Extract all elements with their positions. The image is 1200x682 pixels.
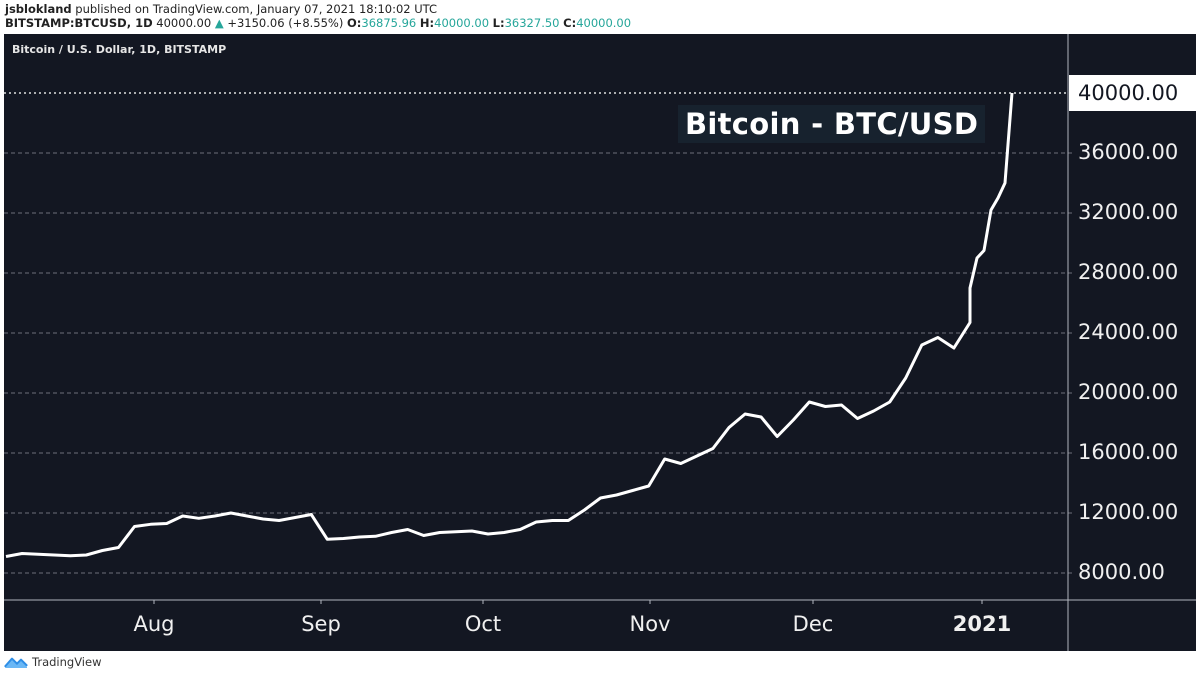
tradingview-logo-icon: [4, 657, 28, 668]
author-name[interactable]: jsblokland: [5, 2, 72, 16]
symbol-label: BITSTAMP:BTCUSD, 1D: [5, 16, 153, 30]
price-axis-label: 36000.00: [1078, 140, 1179, 164]
price-chart-canvas[interactable]: [4, 34, 1196, 651]
close-value: 40000.00: [576, 16, 632, 30]
open-value: 36875.96: [361, 16, 417, 30]
open-label: O:: [347, 16, 362, 30]
low-label: L:: [492, 16, 505, 30]
price-change: +3150.06 (+8.55%): [227, 16, 344, 30]
time-axis-label: Dec: [792, 612, 834, 636]
price-line: [5, 92, 1014, 558]
publish-text: published on TradingView.com, January 07…: [75, 2, 438, 16]
price-axis-label: 8000.00: [1078, 560, 1165, 584]
price-axis-label: 28000.00: [1078, 260, 1179, 284]
triangle-up-icon: ▲: [214, 16, 224, 30]
price-axis-label: 32000.00: [1078, 200, 1179, 224]
low-value: 36327.50: [504, 16, 560, 30]
publish-info: jsblokland published on TradingView.com,…: [5, 2, 437, 16]
chart-legend-title[interactable]: Bitcoin / U.S. Dollar, 1D, BITSTAMP: [12, 43, 227, 56]
high-value: 40000.00: [434, 16, 490, 30]
price-axis[interactable]: 40000.00 36000.00 32000.00 28000.00 24000.00…: [1068, 34, 1200, 600]
time-axis-label: Nov: [629, 612, 671, 636]
last-price-label: 40000.00: [1069, 75, 1200, 111]
footer: TradingView: [4, 655, 101, 669]
time-axis-label: Aug: [133, 612, 175, 636]
high-label: H:: [419, 16, 435, 30]
close-label: C:: [563, 16, 577, 30]
time-axis-label: Oct: [464, 612, 502, 636]
time-axis-label: 2021: [952, 612, 1012, 636]
time-axis-ticks: [153, 600, 983, 604]
price-axis-label: 24000.00: [1078, 320, 1179, 344]
chart-annotation: Bitcoin - BTC/USD: [678, 105, 986, 143]
price-axis-label: 12000.00: [1078, 500, 1179, 524]
price-axis-label: 16000.00: [1078, 440, 1179, 464]
symbol-info-row: BITSTAMP:BTCUSD, 1D 40000.00 ▲ +3150.06 …: [5, 16, 631, 30]
time-axis-label: Sep: [301, 612, 341, 636]
brand-name: TradingView: [32, 655, 102, 669]
price-axis-label: 20000.00: [1078, 380, 1179, 404]
chart-panel[interactable]: Bitcoin / U.S. Dollar, 1D, BITSTAMP Bitc…: [4, 34, 1200, 651]
last-price: 40000.00: [156, 16, 212, 30]
gridlines: [4, 92, 1074, 574]
